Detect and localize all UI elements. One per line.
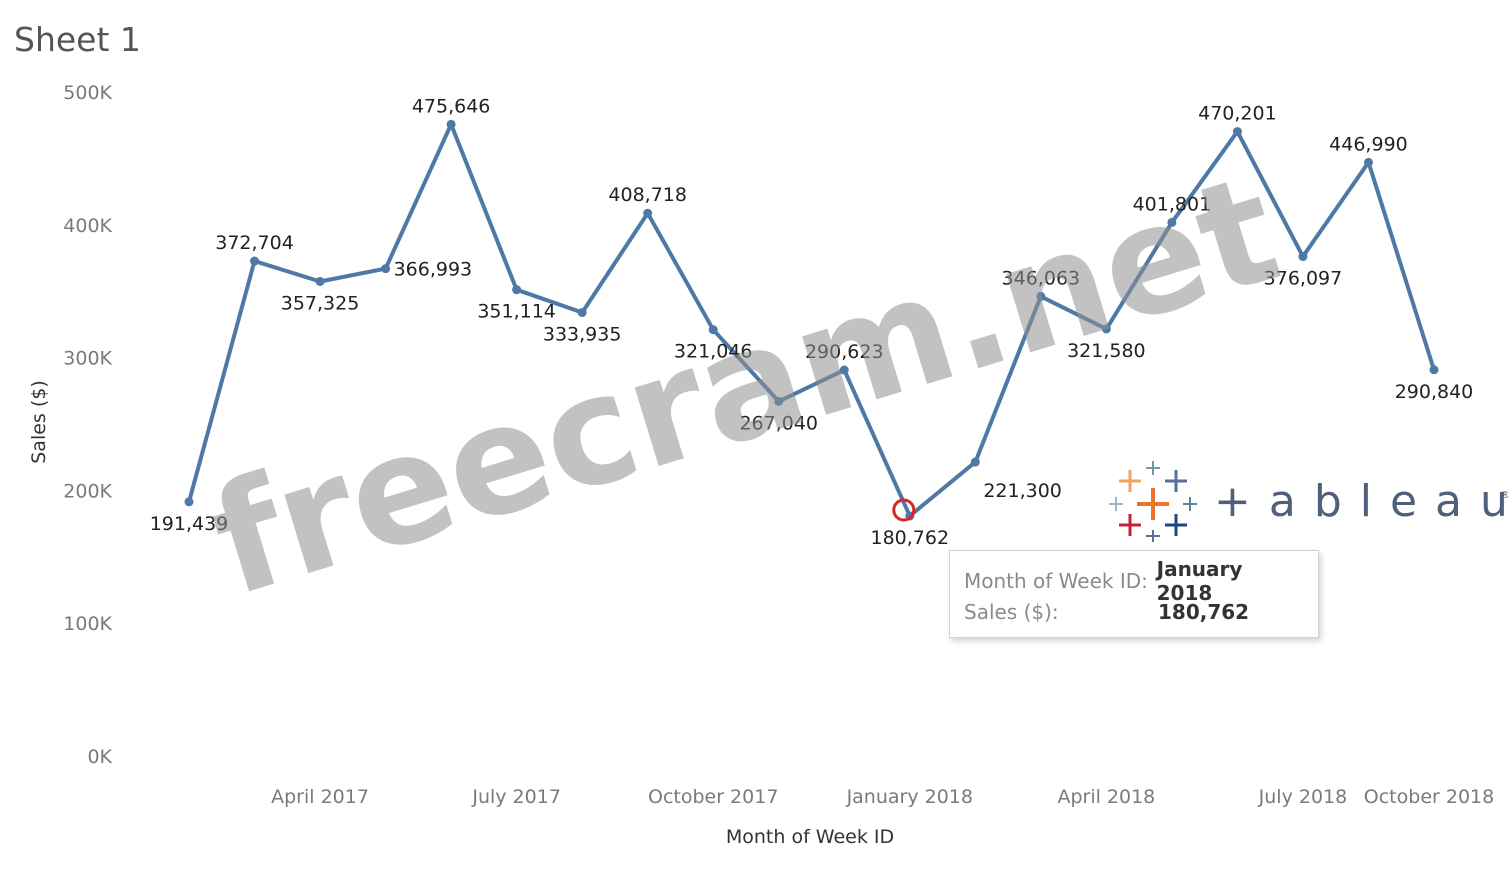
data-point[interactable] (446, 119, 456, 129)
data-label: 475,646 (412, 95, 491, 117)
highlight-ring (892, 498, 916, 522)
data-label: 376,097 (1264, 268, 1343, 290)
data-point[interactable] (577, 308, 587, 318)
tableau-logo-wordmark: +ableau (1214, 476, 1508, 527)
tooltip-row-month: Month of Week ID: January 2018 (964, 557, 1304, 605)
tooltip-month-value: January 2018 (1156, 556, 1243, 605)
data-point[interactable] (774, 396, 784, 406)
tableau-logo-icon (1109, 461, 1197, 542)
x-tick-label: October 2018 (1364, 786, 1494, 808)
data-point[interactable] (708, 325, 718, 335)
data-point[interactable] (643, 208, 653, 218)
x-tick-label: July 2018 (1258, 786, 1348, 808)
data-point[interactable] (1101, 324, 1111, 334)
data-label: 191,439 (150, 513, 229, 535)
data-label: 290,623 (805, 341, 884, 363)
data-label: 321,580 (1067, 340, 1146, 362)
data-point[interactable] (250, 256, 260, 266)
sales-series-line (187, 122, 1436, 518)
x-tick-label: July 2017 (471, 786, 561, 808)
data-label: 366,993 (394, 259, 473, 281)
data-label: 290,840 (1395, 381, 1474, 403)
data-point[interactable] (839, 365, 849, 375)
tooltip-sales-key: Sales ($): (964, 599, 1059, 624)
x-tick-label: January 2018 (846, 786, 973, 808)
data-label: 267,040 (739, 412, 818, 434)
tooltip-month-key: Month of Week ID: (964, 568, 1148, 593)
data-point[interactable] (970, 457, 980, 467)
data-point[interactable] (1298, 252, 1308, 262)
x-tick-label: April 2018 (1057, 786, 1155, 808)
x-tick-label: April 2017 (271, 786, 369, 808)
data-point[interactable] (1036, 291, 1046, 301)
data-label: 321,046 (674, 341, 753, 363)
tooltip-row-sales: Sales ($): 180,762 (964, 596, 1304, 627)
sheet-title: Sheet 1 (14, 20, 141, 59)
data-point[interactable] (1363, 157, 1373, 167)
data-label: 333,935 (543, 324, 622, 346)
x-axis-title: Month of Week ID (726, 826, 894, 848)
data-label: 372,704 (215, 232, 294, 254)
x-axis: April 2017 July 2017 October 2017 January 2… (271, 786, 1494, 808)
data-label: 221,300 (983, 480, 1062, 502)
data-point[interactable] (1429, 365, 1439, 375)
y-tick-label: 500K (63, 82, 112, 104)
data-label: 470,201 (1198, 103, 1277, 125)
data-point[interactable] (1232, 127, 1242, 137)
data-points[interactable] (184, 119, 1439, 521)
tooltip-sales-value: 180,762 (1158, 599, 1250, 624)
y-tick-label: 200K (63, 480, 112, 502)
y-tick-label: 0K (87, 746, 112, 768)
data-label: 346,063 (1002, 267, 1081, 289)
x-tick-label: October 2017 (648, 786, 778, 808)
data-label: 446,990 (1329, 133, 1408, 155)
data-point[interactable] (512, 285, 522, 295)
data-point[interactable] (1167, 217, 1177, 227)
data-label: 357,325 (281, 292, 360, 314)
data-label: 401,801 (1133, 193, 1212, 215)
y-tick-label: 400K (63, 215, 112, 237)
data-point[interactable] (315, 276, 325, 286)
y-tick-label: 300K (63, 348, 112, 370)
data-point[interactable] (184, 497, 194, 507)
data-label: 408,718 (608, 184, 687, 206)
tableau-logo-trademark: ® (1500, 490, 1508, 501)
y-axis-title: Sales ($) (28, 380, 50, 464)
data-label: 351,114 (477, 301, 556, 323)
tooltip: Month of Week ID: January 2018 Sales ($)… (949, 550, 1319, 638)
y-tick-label: 100K (63, 613, 112, 635)
data-label: 180,762 (871, 527, 950, 549)
data-point[interactable] (381, 264, 391, 274)
data-labels: 191,439 372,704 357,325 366,993 475,646 351,1… (150, 95, 1474, 549)
tableau-logo: +ableau ® (1109, 461, 1508, 542)
y-axis: 0K 100K 200K 300K 400K 500K (63, 82, 112, 768)
